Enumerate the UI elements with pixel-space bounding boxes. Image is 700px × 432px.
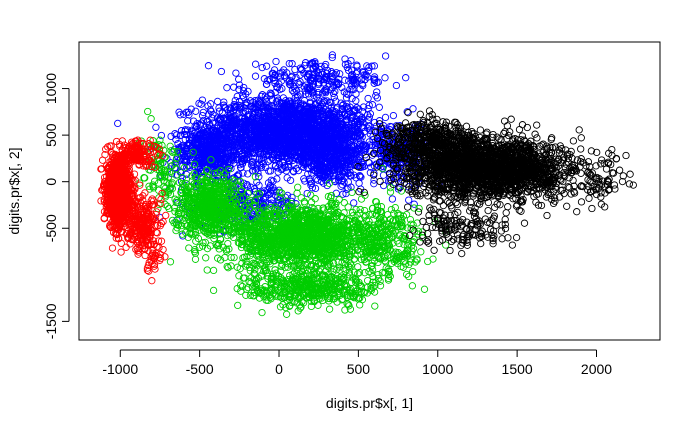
data-point-series-1 — [223, 84, 231, 92]
data-point-series-1 — [152, 123, 160, 131]
data-point-series-1 — [370, 118, 379, 127]
data-point-series-2 — [202, 254, 210, 262]
data-point-series-1 — [192, 107, 200, 115]
data-point-series-1 — [352, 97, 360, 105]
data-point-series-1 — [230, 83, 238, 91]
data-point-series-1 — [184, 117, 192, 125]
data-point-series-1 — [262, 62, 271, 70]
data-point-series-1 — [244, 170, 252, 178]
data-point-series-1 — [232, 69, 240, 77]
data-point-series-1 — [379, 171, 388, 179]
data-point-series-1 — [233, 92, 241, 101]
data-point-series-1 — [389, 111, 398, 120]
data-point-series-1 — [176, 111, 184, 119]
data-point-series-1 — [368, 101, 377, 109]
data-point-series-2 — [293, 189, 301, 197]
data-point-series-1 — [372, 92, 380, 100]
data-points — [97, 51, 637, 318]
data-point-series-1 — [350, 199, 358, 207]
data-point-series-1 — [339, 101, 347, 109]
data-point-series-1 — [392, 81, 401, 90]
data-point-series-1 — [251, 72, 260, 80]
data-point-series-2 — [209, 266, 218, 275]
data-point-series-1 — [199, 108, 207, 117]
data-point-series-1 — [272, 57, 280, 66]
data-point-series-1 — [114, 119, 122, 128]
data-point-series-1 — [375, 103, 383, 111]
data-point-series-1 — [381, 74, 389, 82]
data-point-series-1 — [217, 67, 226, 76]
data-point-series-1 — [197, 100, 205, 108]
data-point-series-1 — [238, 109, 246, 117]
data-point-series-1 — [262, 80, 271, 89]
data-point-series-2 — [311, 195, 319, 203]
data-point-series-2 — [192, 237, 200, 245]
data-point-series-2 — [203, 266, 211, 274]
data-point-series-1 — [409, 105, 417, 113]
data-point-series-1 — [204, 62, 213, 70]
data-point-series-1 — [402, 74, 410, 82]
data-point-series-1 — [388, 195, 397, 203]
data-point-series-2 — [294, 183, 302, 191]
data-point-series-1 — [381, 113, 390, 122]
data-point-series-1 — [173, 131, 181, 139]
data-point-series-1 — [381, 52, 390, 60]
data-point-series-1 — [373, 94, 382, 102]
data-point-series-1 — [231, 96, 239, 105]
data-point-series-2 — [166, 258, 175, 266]
data-point-series-1 — [251, 60, 260, 68]
data-point-series-1 — [405, 196, 413, 204]
data-point-series-1 — [341, 76, 349, 84]
data-point-series-1 — [258, 63, 266, 72]
data-point-series-1 — [213, 97, 222, 106]
data-point-series-1 — [204, 102, 212, 110]
data-point-series-1 — [364, 94, 372, 103]
data-point-series-1 — [379, 181, 388, 190]
